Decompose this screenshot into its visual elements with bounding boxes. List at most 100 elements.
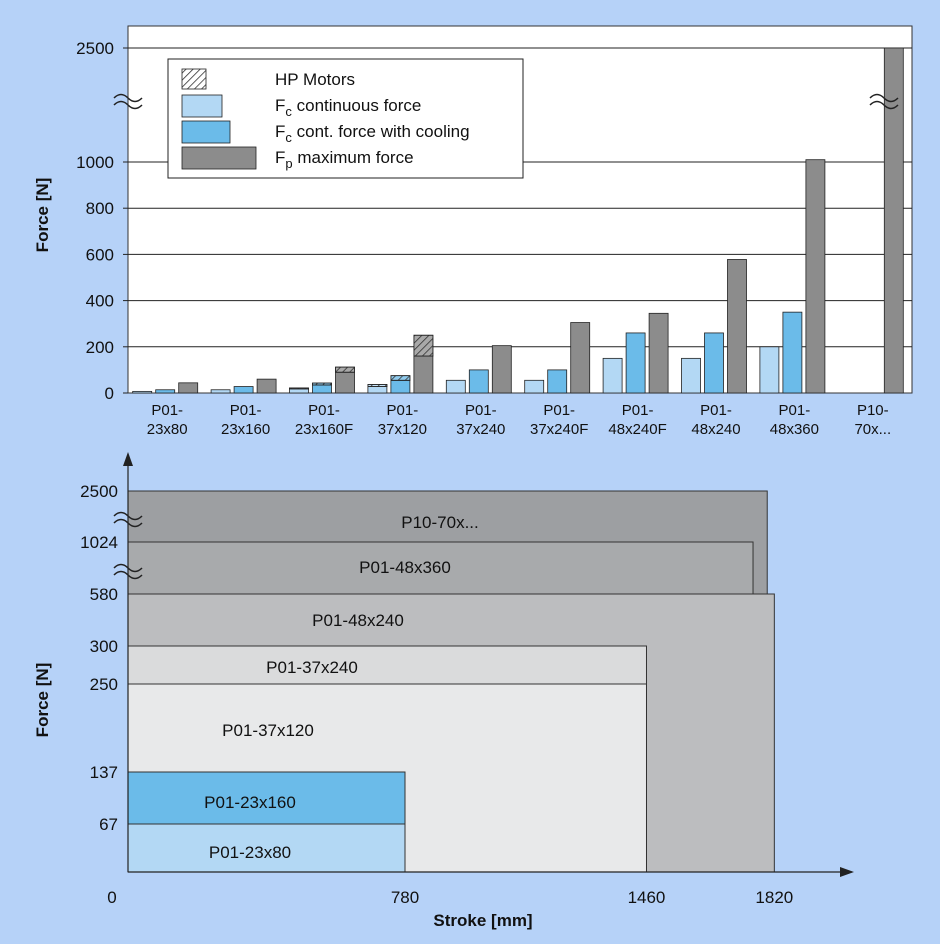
bar bbox=[445, 379, 466, 394]
legend-label: HP Motors bbox=[275, 70, 355, 89]
region-label: P01-37x240 bbox=[266, 658, 358, 677]
top-x-tick-label: 48x240F bbox=[608, 421, 666, 438]
bottom-x-tick-label: 1460 bbox=[628, 888, 666, 907]
legend-swatch bbox=[181, 94, 223, 118]
bar bbox=[132, 390, 153, 394]
bottom-y-tick-label: 250 bbox=[90, 675, 118, 694]
top-bar-break-icon-line bbox=[869, 100, 899, 110]
top-x-tick-label: P01- bbox=[308, 402, 340, 419]
top-x-tick-label: 48x360 bbox=[770, 421, 819, 438]
bottom-y-axis-label: Force [N] bbox=[33, 663, 52, 738]
top-axis-break-icon-line bbox=[113, 93, 143, 103]
x-axis-arrow-icon bbox=[840, 867, 854, 877]
top-x-tick-label: P10- bbox=[857, 402, 889, 419]
top-x-tick-label: 70x... bbox=[854, 421, 891, 438]
bar bbox=[155, 389, 176, 394]
bar bbox=[178, 382, 199, 394]
bar bbox=[727, 259, 747, 394]
bar bbox=[883, 47, 904, 394]
bottom-axis-break-icon-line bbox=[113, 518, 143, 528]
bottom-y-tick-label: 1024 bbox=[80, 533, 118, 552]
bottom-x-axis-label: Stroke [mm] bbox=[433, 911, 532, 930]
max-force-bar-chart: 0 200 400 600 800 1000 2500 Force [N] P01- 23x80 P… bbox=[33, 25, 913, 438]
bar bbox=[625, 332, 646, 394]
bottom-y-tick-label: 580 bbox=[90, 585, 118, 604]
legend-label: Fc continuous force bbox=[275, 96, 421, 119]
bar bbox=[524, 379, 545, 394]
top-x-tick-label: 23x160F bbox=[295, 421, 353, 438]
top-x-tick-label: P01- bbox=[230, 402, 262, 419]
top-y-tick-label: 800 bbox=[86, 199, 114, 218]
bar bbox=[468, 369, 489, 394]
region-label: P01-48x240 bbox=[312, 611, 404, 630]
top-bar-break-icon bbox=[869, 93, 899, 110]
top-x-tick-label: P01- bbox=[700, 402, 732, 419]
top-x-tick-label: 37x240F bbox=[530, 421, 588, 438]
top-y-tick-label: 0 bbox=[105, 384, 114, 403]
bottom-x-tick-label: 1820 bbox=[755, 888, 793, 907]
top-bar-break-icon-line bbox=[869, 93, 899, 103]
legend-label: Fp maximum force bbox=[275, 148, 414, 171]
bar-hp-hatch bbox=[312, 382, 332, 386]
bottom-axis-break-icon bbox=[113, 563, 143, 580]
top-x-tick-label: P01- bbox=[387, 402, 419, 419]
bar-hp-hatch bbox=[335, 366, 355, 373]
y-axis-arrow-icon bbox=[123, 452, 133, 466]
top-x-tick-label: P01- bbox=[622, 402, 654, 419]
top-x-tick-label: P01- bbox=[465, 402, 497, 419]
bar bbox=[547, 369, 568, 394]
bottom-axis-break-icon-line bbox=[113, 511, 143, 521]
region-label: P01-37x120 bbox=[222, 721, 314, 740]
legend-label: Fc cont. force with cooling bbox=[275, 122, 470, 145]
top-x-tick-label: 37x240 bbox=[456, 421, 505, 438]
legend-swatch bbox=[181, 146, 257, 170]
region-label: P01-48x360 bbox=[359, 558, 451, 577]
top-y-axis-label: Force [N] bbox=[33, 178, 52, 253]
bar-hp-hatch bbox=[413, 334, 434, 357]
legend-swatch bbox=[181, 120, 231, 144]
bottom-y-tick-label: 137 bbox=[90, 763, 118, 782]
bottom-y-tick-label: 300 bbox=[90, 637, 118, 656]
top-y-tick-label: 600 bbox=[86, 245, 114, 264]
bar bbox=[805, 159, 826, 394]
top-x-tick-label: 23x160 bbox=[221, 421, 270, 438]
bottom-y-tick-label: 2500 bbox=[80, 482, 118, 501]
top-x-tick-label: 48x240 bbox=[691, 421, 740, 438]
bar-hp-hatch bbox=[289, 387, 309, 390]
region-label: P01-23x80 bbox=[209, 843, 291, 862]
bar bbox=[704, 332, 724, 394]
bottom-axis-break-icon-line bbox=[113, 563, 143, 573]
bar bbox=[602, 357, 623, 394]
bottom-x-tick-label: 780 bbox=[391, 888, 419, 907]
top-x-tick-label: P01- bbox=[151, 402, 183, 419]
top-y-tick-label: 400 bbox=[86, 292, 114, 311]
bar bbox=[491, 345, 512, 394]
region-label: P10-70x... bbox=[401, 513, 479, 532]
bottom-axis-break-icon bbox=[113, 511, 143, 528]
bar-hp-hatch bbox=[367, 384, 388, 387]
top-axis-break-icon-line bbox=[113, 100, 143, 110]
top-axis-break-icon bbox=[113, 93, 143, 110]
bar bbox=[570, 322, 591, 394]
top-x-tick-label: P01- bbox=[779, 402, 811, 419]
bottom-y-tick-label: 67 bbox=[99, 815, 118, 834]
top-y-tick-label: 1000 bbox=[76, 153, 114, 172]
bottom-axis-break-icon-line bbox=[113, 570, 143, 580]
bar bbox=[233, 386, 254, 394]
top-x-tick-label: 23x80 bbox=[147, 421, 188, 438]
bar bbox=[256, 378, 277, 394]
top-x-tick-label: P01- bbox=[543, 402, 575, 419]
bar bbox=[782, 311, 803, 394]
bar bbox=[210, 389, 231, 394]
legend-swatch bbox=[181, 68, 207, 90]
top-x-tick-label: 37x120 bbox=[378, 421, 427, 438]
bar bbox=[681, 357, 701, 394]
region-label: P01-23x160 bbox=[204, 793, 296, 812]
bar-hp-hatch bbox=[390, 375, 411, 381]
bar bbox=[759, 346, 780, 394]
top-y-tick-label: 2500 bbox=[76, 39, 114, 58]
bottom-x-tick-label: 0 bbox=[107, 888, 116, 907]
bar bbox=[648, 312, 669, 394]
